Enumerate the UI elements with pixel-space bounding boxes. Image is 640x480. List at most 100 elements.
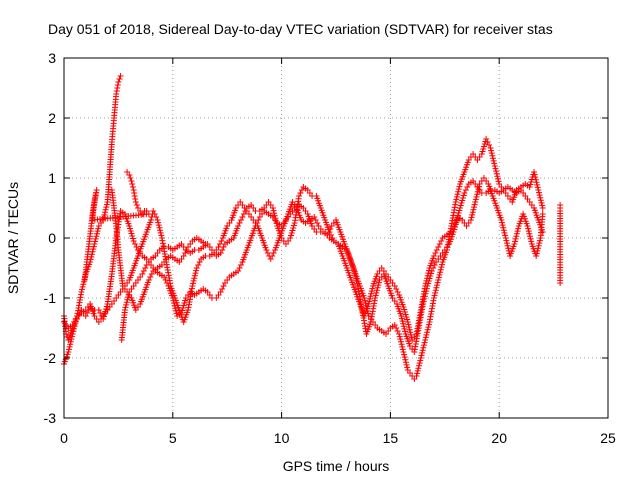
data-point bbox=[366, 295, 373, 302]
data-point bbox=[191, 275, 198, 282]
data-point bbox=[455, 188, 462, 195]
data-point bbox=[217, 289, 224, 295]
data-point bbox=[129, 184, 136, 190]
data-point bbox=[123, 299, 130, 306]
data-point bbox=[90, 243, 97, 250]
data-point bbox=[439, 261, 446, 268]
data-point bbox=[428, 268, 435, 274]
data-point bbox=[219, 247, 226, 253]
data-point bbox=[270, 250, 277, 256]
data-point bbox=[396, 333, 403, 340]
data-point bbox=[124, 296, 131, 303]
data-point bbox=[501, 229, 508, 236]
data-point bbox=[400, 323, 407, 330]
data-point bbox=[69, 333, 76, 340]
data-point bbox=[267, 256, 274, 262]
data-point bbox=[92, 235, 99, 242]
chart-title: Day 051 of 2018, Sidereal Day-to-day VTE… bbox=[48, 21, 553, 37]
data-point bbox=[513, 233, 520, 240]
data-point bbox=[82, 313, 89, 319]
data-point bbox=[240, 211, 247, 217]
data-point bbox=[474, 188, 481, 195]
data-point bbox=[434, 282, 441, 289]
data-point bbox=[502, 232, 509, 239]
y-tick-label: 0 bbox=[48, 230, 56, 246]
data-point bbox=[420, 298, 427, 305]
data-point bbox=[273, 220, 280, 227]
data-point bbox=[417, 357, 424, 364]
data-point bbox=[372, 295, 379, 301]
data-point bbox=[400, 320, 407, 327]
data-point bbox=[438, 264, 445, 271]
data-point bbox=[140, 268, 147, 274]
data-point bbox=[534, 181, 541, 188]
series-isolated bbox=[557, 202, 564, 286]
data-point bbox=[398, 341, 405, 348]
data-point bbox=[368, 288, 375, 295]
data-point bbox=[486, 142, 493, 148]
data-point bbox=[403, 361, 410, 368]
series-track-b bbox=[61, 73, 546, 382]
data-point bbox=[113, 91, 120, 97]
data-point bbox=[500, 224, 507, 231]
data-point bbox=[436, 241, 443, 247]
data-point bbox=[513, 230, 520, 237]
data-point bbox=[512, 238, 519, 245]
data-point bbox=[84, 310, 91, 316]
data-point bbox=[399, 318, 406, 325]
data-point bbox=[375, 282, 382, 289]
data-point bbox=[472, 199, 479, 205]
data-point bbox=[101, 211, 108, 218]
data-point bbox=[421, 339, 428, 346]
data-point bbox=[421, 293, 428, 300]
data-point bbox=[161, 274, 168, 280]
data-point bbox=[492, 165, 499, 172]
data-point bbox=[123, 301, 130, 308]
data-point bbox=[425, 321, 432, 328]
data-point bbox=[272, 215, 279, 222]
data-point bbox=[220, 283, 227, 289]
data-point bbox=[525, 228, 532, 235]
data-point bbox=[489, 155, 496, 162]
data-point bbox=[398, 315, 405, 322]
data-point bbox=[430, 295, 437, 301]
data-point bbox=[270, 207, 277, 214]
data-point bbox=[157, 227, 164, 234]
grid-lines bbox=[64, 58, 608, 418]
data-point bbox=[453, 193, 460, 200]
data-point bbox=[116, 76, 123, 82]
data-point bbox=[368, 290, 375, 297]
data-point bbox=[297, 190, 304, 196]
data-point bbox=[533, 179, 540, 186]
data-point bbox=[539, 202, 546, 209]
data-point bbox=[484, 139, 491, 145]
data-point bbox=[415, 365, 422, 372]
data-point bbox=[79, 286, 86, 293]
data-point bbox=[532, 176, 539, 183]
data-point bbox=[216, 241, 223, 247]
data-point bbox=[172, 307, 179, 314]
data-point bbox=[94, 228, 101, 235]
data-point bbox=[80, 281, 87, 288]
data-point bbox=[374, 284, 381, 291]
data-point bbox=[502, 235, 509, 241]
data-point bbox=[133, 244, 140, 250]
data-point bbox=[156, 224, 163, 231]
data-point bbox=[433, 247, 440, 253]
data-point bbox=[182, 250, 189, 256]
data-point bbox=[423, 288, 430, 295]
data-point bbox=[469, 211, 476, 218]
data-point bbox=[431, 262, 438, 268]
data-point bbox=[95, 225, 102, 232]
data-point bbox=[103, 201, 110, 208]
y-tick-label: -2 bbox=[44, 350, 57, 366]
data-point bbox=[437, 266, 444, 273]
data-point bbox=[406, 326, 413, 333]
data-point bbox=[65, 349, 72, 355]
data-point bbox=[535, 187, 542, 193]
data-point bbox=[172, 305, 179, 312]
data-point bbox=[235, 223, 242, 229]
data-point bbox=[536, 237, 543, 244]
y-tick-label: 3 bbox=[48, 50, 56, 66]
data-point bbox=[537, 197, 544, 204]
